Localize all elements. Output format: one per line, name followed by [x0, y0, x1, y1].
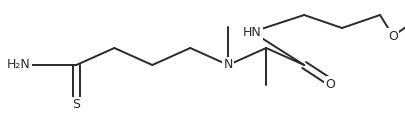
Text: H₂N: H₂N — [7, 59, 30, 72]
Text: S: S — [72, 99, 80, 111]
Text: HN: HN — [242, 26, 261, 39]
Text: N: N — [223, 59, 232, 72]
Text: O: O — [387, 29, 397, 42]
Text: O: O — [324, 78, 334, 91]
